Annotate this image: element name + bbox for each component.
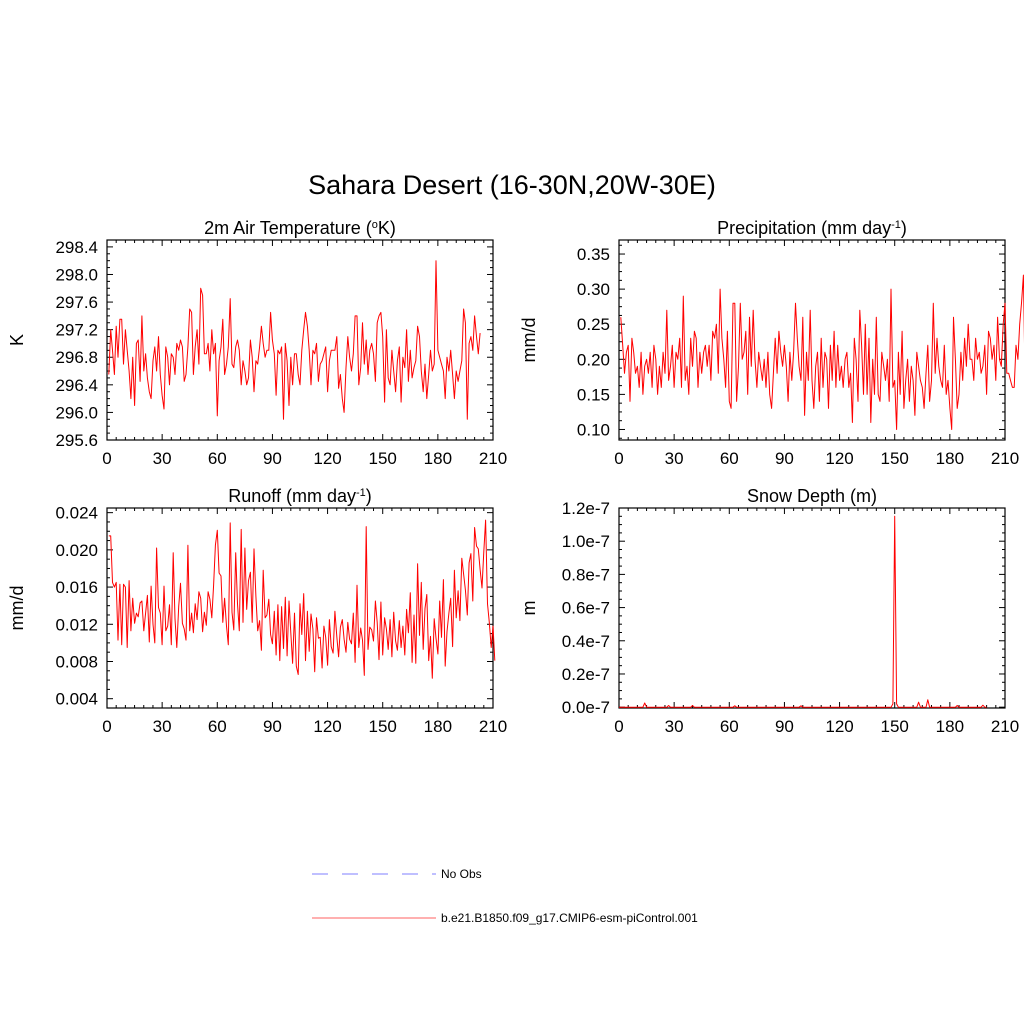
precipitation-xtick-label: 150 — [881, 449, 909, 468]
runoff-ytick-label: 0.008 — [55, 652, 98, 671]
air-temperature-xtick-label: 30 — [153, 449, 172, 468]
snow-depth-ytick-label: 0.8e-7 — [562, 565, 610, 584]
precipitation-xtick-label: 90 — [775, 449, 794, 468]
runoff-xtick-label: 150 — [369, 717, 397, 736]
snow-depth-ytick-label: 0.2e-7 — [562, 665, 610, 684]
precipitation-plot-frame — [618, 239, 1006, 441]
air-temperature-ylabel: K — [7, 334, 27, 346]
precipitation-series-line — [620, 274, 1024, 430]
snow-depth-plot-frame — [618, 507, 1006, 709]
snow-depth-xtick-label: 210 — [991, 717, 1019, 736]
air-temperature-xtick-label: 60 — [208, 449, 227, 468]
air-temperature-xtick-label: 90 — [263, 449, 282, 468]
precipitation-xtick-label: 210 — [991, 449, 1019, 468]
runoff-xtick-label: 210 — [479, 717, 507, 736]
air-temperature-xtick-label: 150 — [369, 449, 397, 468]
snow-depth-xtick-label: 30 — [665, 717, 684, 736]
panel-snow-depth: Snow Depth (m) m 0 30 60 90 120 150 180 210 0.0e-7… — [519, 486, 1019, 736]
air-temperature-xtick-label: 180 — [424, 449, 452, 468]
snow-depth-xtick-label: 0 — [614, 717, 623, 736]
precipitation-xtick-label: 30 — [665, 449, 684, 468]
snow-depth-ylabel: m — [519, 601, 539, 616]
runoff-ytick-label: 0.012 — [55, 615, 98, 634]
runoff-ytick-label: 0.016 — [55, 578, 98, 597]
runoff-xtick-label: 90 — [263, 717, 282, 736]
snow-depth-ytick-label: 1.0e-7 — [562, 532, 610, 551]
precipitation-xtick-label: 120 — [825, 449, 853, 468]
runoff-title: Runoff (mm day-1) — [228, 486, 372, 506]
air-temperature-title: 2m Air Temperature (oK) — [204, 218, 396, 238]
legend: No Obs b.e21.B1850.f09_g17.CMIP6-esm-piC… — [312, 867, 698, 925]
air-temperature-ytick-label: 296.8 — [55, 348, 98, 367]
runoff-ytick-label: 0.004 — [55, 690, 98, 709]
precipitation-xtick-label: 180 — [936, 449, 964, 468]
snow-depth-xtick-label: 180 — [936, 717, 964, 736]
runoff-xtick-label: 30 — [153, 717, 172, 736]
precipitation-ytick-label: 0.35 — [577, 245, 610, 264]
runoff-series-line — [108, 519, 496, 679]
snow-depth-ytick-label: 1.2e-7 — [562, 499, 610, 518]
snow-depth-xtick-label: 90 — [775, 717, 794, 736]
air-temperature-series-line — [108, 260, 481, 420]
panel-runoff: Runoff (mm day-1) mm/d 0 30 60 90 120 150 180 210… — [7, 486, 507, 736]
runoff-xtick-label: 120 — [313, 717, 341, 736]
air-temperature-ytick-label: 297.6 — [55, 293, 98, 312]
snow-depth-ytick-label: 0.4e-7 — [562, 632, 610, 651]
air-temperature-ytick-label: 297.2 — [55, 321, 98, 340]
precipitation-ytick-label: 0.25 — [577, 315, 610, 334]
air-temperature-ytick-label: 296.0 — [55, 403, 98, 422]
figure-title: Sahara Desert (16-30N,20W-30E) — [308, 170, 716, 200]
snow-depth-xtick-label: 150 — [881, 717, 909, 736]
air-temperature-ytick-label: 296.4 — [55, 376, 98, 395]
air-temperature-ytick-label: 298.0 — [55, 265, 98, 284]
runoff-ytick-label: 0.020 — [55, 541, 98, 560]
air-temperature-xtick-label: 120 — [313, 449, 341, 468]
snow-depth-xtick-label: 60 — [720, 717, 739, 736]
snow-depth-ytick-label: 0.0e-7 — [562, 698, 610, 717]
precipitation-xtick-label: 60 — [720, 449, 739, 468]
precipitation-ytick-label: 0.10 — [577, 420, 610, 439]
precipitation-ytick-label: 0.20 — [577, 350, 610, 369]
panel-precipitation: Precipitation (mm day-1) mm/d 0 30 60 90 120 15… — [519, 218, 1024, 468]
runoff-ylabel: mm/d — [7, 586, 27, 631]
legend-label-no-obs: No Obs — [441, 867, 482, 881]
precipitation-title: Precipitation (mm day-1) — [717, 218, 907, 238]
runoff-xtick-label: 60 — [208, 717, 227, 736]
precipitation-ylabel: mm/d — [519, 318, 539, 363]
air-temperature-ytick-label: 295.6 — [55, 431, 98, 450]
snow-depth-series-line — [619, 515, 987, 708]
precipitation-ytick-label: 0.30 — [577, 280, 610, 299]
precipitation-xtick-label: 0 — [614, 449, 623, 468]
air-temperature-xtick-label: 0 — [102, 449, 111, 468]
snow-depth-title: Snow Depth (m) — [747, 486, 877, 506]
air-temperature-ytick-label: 298.4 — [55, 238, 98, 257]
legend-label-model-run: b.e21.B1850.f09_g17.CMIP6-esm-piControl.… — [441, 911, 698, 925]
runoff-xtick-label: 0 — [102, 717, 111, 736]
air-temperature-xtick-label: 210 — [479, 449, 507, 468]
snow-depth-xtick-label: 120 — [825, 717, 853, 736]
runoff-xtick-label: 180 — [424, 717, 452, 736]
runoff-ytick-label: 0.024 — [55, 504, 98, 523]
panel-air-temperature: 2m Air Temperature (oK) K 0 30 60 90 120 150 180… — [7, 218, 507, 468]
snow-depth-ytick-label: 0.6e-7 — [562, 599, 610, 618]
precipitation-ytick-label: 0.15 — [577, 385, 610, 404]
